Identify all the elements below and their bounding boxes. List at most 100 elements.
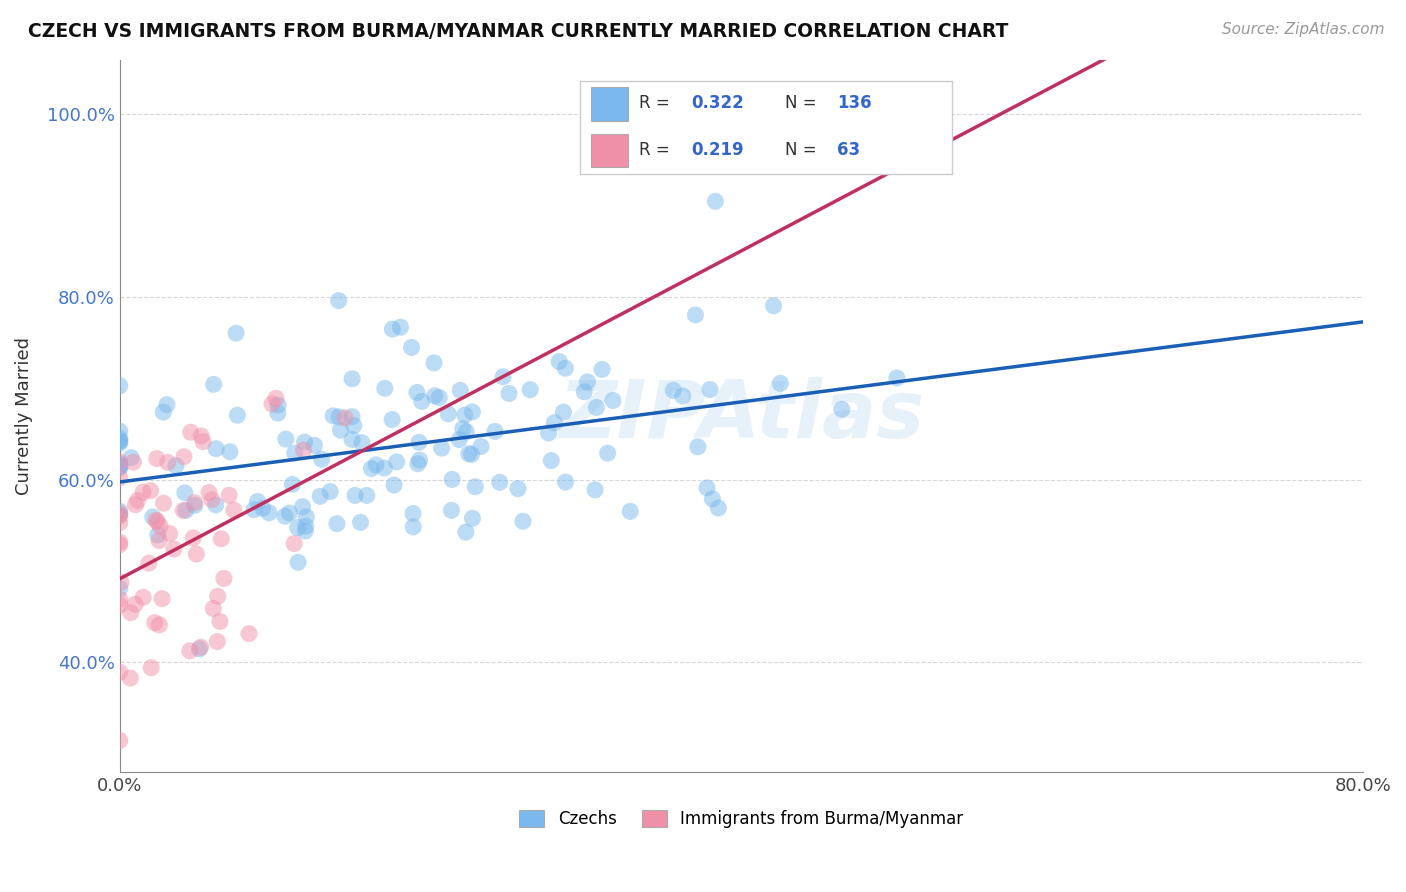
Point [108,424,131,438]
Point [440,503,463,517]
Point [122,455,145,469]
Point [602,393,624,408]
Point [274,432,297,446]
Point [291,500,314,514]
Point [283,536,305,550]
Point [139,483,162,498]
Point [699,383,721,397]
Point [108,538,131,552]
Point [685,308,707,322]
Point [150,591,173,606]
Point [574,384,596,399]
Point [146,528,169,542]
Point [209,532,232,546]
Point [322,409,344,423]
Point [184,499,207,513]
Point [548,354,571,368]
Point [207,634,229,648]
Point [108,455,131,469]
Point [108,504,131,518]
Point [127,493,149,508]
Point [120,606,142,620]
Point [108,733,131,747]
Point [110,575,132,590]
Point [148,533,170,548]
Point [707,500,730,515]
Point [702,491,724,506]
Text: Source: ZipAtlas.com: Source: ZipAtlas.com [1222,22,1385,37]
Point [461,511,484,525]
Point [488,475,510,490]
Point [148,617,170,632]
Point [553,405,575,419]
Point [406,385,429,400]
Point [328,293,350,308]
Point [349,516,371,530]
Point [540,453,562,467]
Point [319,484,342,499]
Point [519,383,541,397]
Point [381,322,404,336]
Point [704,194,727,209]
Point [406,457,429,471]
Point [218,488,240,502]
Point [364,458,387,472]
Point [498,386,520,401]
Point [108,582,131,596]
Text: CZECH VS IMMIGRANTS FROM BURMA/MYANMAR CURRENTLY MARRIED CORRELATION CHART: CZECH VS IMMIGRANTS FROM BURMA/MYANMAR C… [28,22,1008,41]
Point [181,531,204,545]
Point [120,450,142,465]
Point [108,459,131,474]
Point [423,389,446,403]
Point [294,435,316,450]
Point [460,447,482,461]
Point [260,397,283,411]
Point [124,498,146,512]
Point [108,434,131,449]
Y-axis label: Currently Married: Currently Married [15,337,32,495]
Point [449,433,471,447]
Point [281,477,304,491]
Point [329,423,352,437]
Point [207,590,229,604]
Point [156,398,179,412]
Point [461,405,484,419]
Point [108,665,131,680]
Point [156,455,179,469]
Point [430,441,453,455]
Point [108,471,131,485]
Point [246,494,269,508]
Point [108,786,131,800]
Point [108,431,131,445]
Point [423,356,446,370]
Point [441,472,464,486]
Point [554,361,576,376]
Point [340,433,363,447]
Point [278,506,301,520]
Point [402,520,425,534]
Point [294,524,316,538]
Point [174,503,197,517]
Point [437,407,460,421]
Point [208,615,231,629]
Point [267,406,290,420]
Point [267,398,290,412]
Point [454,408,477,422]
Point [132,591,155,605]
Point [180,425,202,440]
Point [596,446,619,460]
Point [591,362,613,376]
Point [243,502,266,516]
Point [295,509,318,524]
Point [108,458,131,473]
Point [619,504,641,518]
Point [309,489,332,503]
Point [449,384,471,398]
Point [484,425,506,439]
Point [173,450,195,464]
Point [219,445,242,459]
Point [108,378,131,392]
Point [374,381,396,395]
Point [389,320,412,334]
Point [696,481,718,495]
